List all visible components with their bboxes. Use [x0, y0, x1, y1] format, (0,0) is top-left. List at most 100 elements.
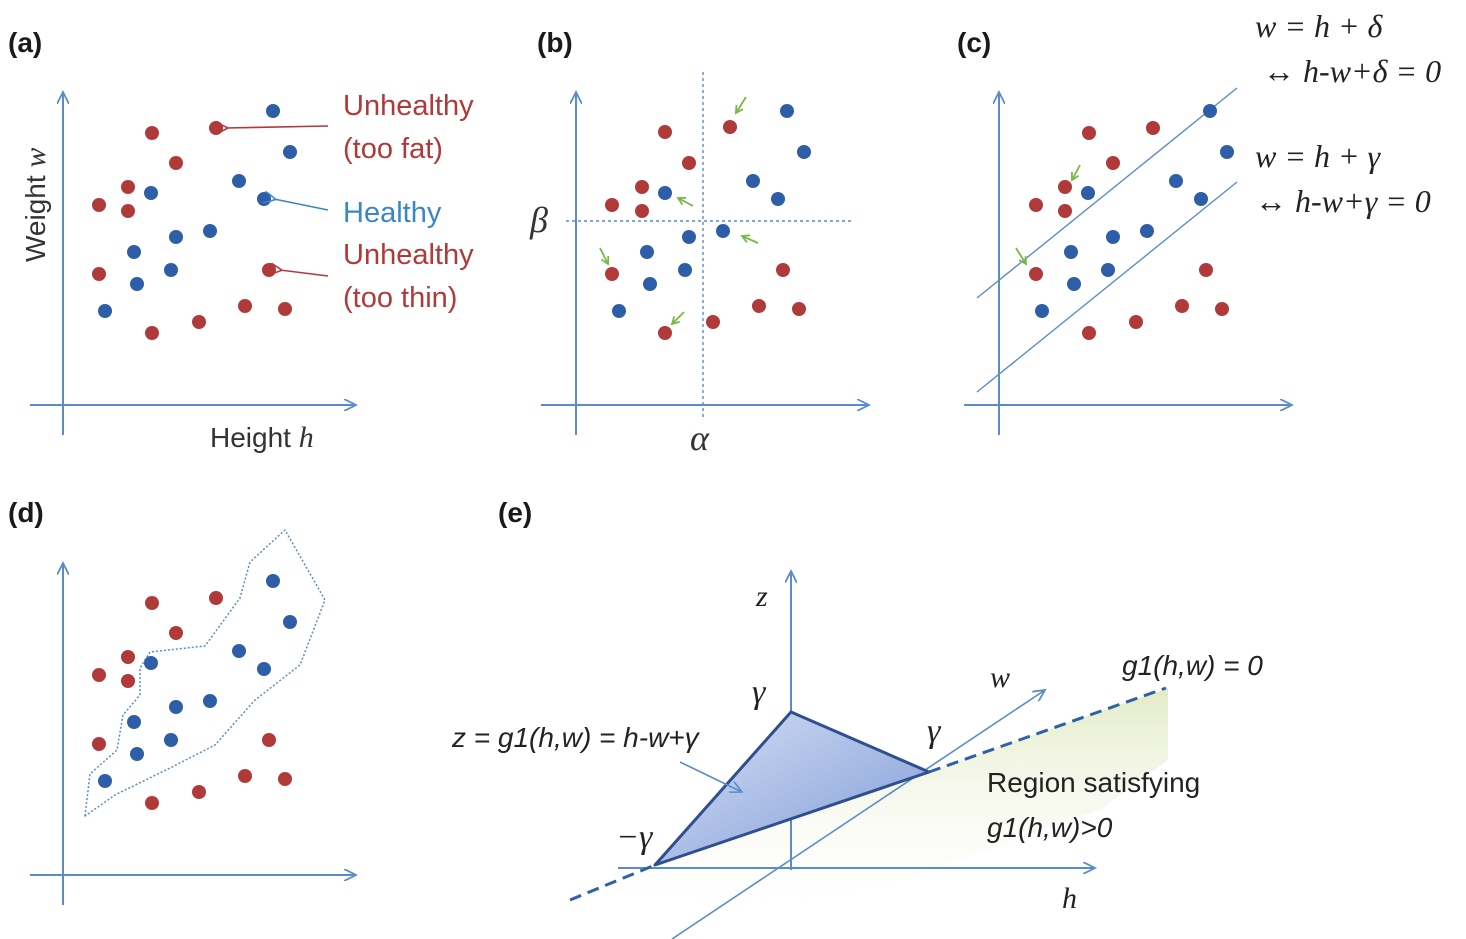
panel-d-point-healthy — [257, 662, 271, 676]
panel-b-point-unhealthy — [658, 326, 672, 340]
panel-e-equation-pointer — [679, 761, 742, 792]
panel-d-point-unhealthy — [92, 737, 106, 751]
panel-c: (c) w = h + δ ↔ h-w+δ = 0 w = h + γ ↔ h-… — [957, 8, 1441, 435]
panel-e-positive-region — [548, 688, 1168, 930]
panel-c-point-unhealthy — [1058, 180, 1072, 194]
panel-c-point-unhealthy — [1215, 302, 1229, 316]
panel-b-point-unhealthy — [706, 315, 720, 329]
panel-d-point-unhealthy — [278, 772, 292, 786]
panel-d: (d) — [8, 497, 356, 905]
panel-d-point-unhealthy — [121, 674, 135, 688]
panel-a-point-unhealthy — [169, 156, 183, 170]
panel-c-point-unhealthy — [1082, 126, 1096, 140]
panel-a-point-unhealthy — [145, 126, 159, 140]
panel-d-point-unhealthy — [192, 785, 206, 799]
annotation-healthy: Healthy — [343, 197, 442, 229]
misclassification-arrow-head — [740, 234, 751, 243]
panel-d-decision-region — [84, 529, 326, 817]
panel-e-equation: z = g1(h,w) = h-w+γ — [451, 722, 701, 753]
panel-c-point-healthy — [1194, 192, 1208, 206]
panel-d-point-unhealthy — [92, 668, 106, 682]
misclassification-arrow — [671, 311, 685, 325]
panel-b-point-healthy — [746, 174, 760, 188]
panel-e-plane — [653, 710, 931, 867]
panel-e-gamma-top: γ — [752, 674, 767, 711]
panel-a-point-healthy — [169, 230, 183, 244]
panel-a-point-unhealthy — [278, 302, 292, 316]
panel-a-point-unhealthy — [262, 263, 276, 277]
panel-c-point-unhealthy — [1199, 263, 1213, 277]
panel-d-point-unhealthy — [169, 626, 183, 640]
panel-d-point-healthy — [283, 615, 297, 629]
misclassification-arrow — [741, 235, 759, 244]
panel-b-point-unhealthy — [605, 267, 619, 281]
panel-b-alpha-label: α — [690, 418, 710, 458]
panel-b-point-healthy — [678, 263, 692, 277]
panel-e-zero-label: g1(h,w) = 0 — [1122, 650, 1263, 681]
panel-b-point-healthy — [643, 277, 657, 291]
panel-e-neg-gamma: −γ — [616, 819, 654, 856]
panel-c-line-gamma — [976, 181, 1238, 393]
panel-b-point-unhealthy — [682, 156, 696, 170]
panel-d-point-healthy — [203, 694, 217, 708]
misclassification-arrow — [1071, 164, 1081, 181]
panel-a-label: (a) — [8, 27, 42, 58]
panel-b-point-healthy — [780, 104, 794, 118]
panel-c-eq-gamma: w = h + γ — [1255, 138, 1382, 174]
panel-a-point-healthy — [266, 104, 280, 118]
panel-c-point-unhealthy — [1058, 204, 1072, 218]
panel-a: (a) Weight w Height h Unhealthy (too fat… — [8, 27, 474, 454]
panel-b-point-healthy — [797, 145, 811, 159]
panel-d-point-healthy — [232, 644, 246, 658]
panel-a-x-label: Height h — [210, 421, 314, 454]
panel-d-point-unhealthy — [238, 769, 252, 783]
panel-a-point-healthy — [164, 263, 178, 277]
panel-c-point-healthy — [1064, 245, 1078, 259]
panel-d-point-unhealthy — [209, 591, 223, 605]
panel-c-label: (c) — [957, 27, 991, 58]
misclassification-arrow-head — [1071, 171, 1080, 182]
panel-d-point-healthy — [130, 747, 144, 761]
panel-b-point-unhealthy — [658, 125, 672, 139]
annotation-too-thin: (too thin) — [343, 282, 457, 314]
panel-a-point-unhealthy — [192, 315, 206, 329]
panel-e-region-condition: g1(h,w)>0 — [987, 812, 1113, 843]
panel-b-point-healthy — [612, 304, 626, 318]
panel-a-point-unhealthy — [209, 121, 223, 135]
panel-a-point-healthy — [98, 304, 112, 318]
panel-d-points — [92, 574, 297, 810]
panel-d-point-healthy — [169, 700, 183, 714]
panel-b-point-unhealthy — [635, 180, 649, 194]
panel-a-point-healthy — [203, 224, 217, 238]
misclassification-arrow-head — [676, 197, 687, 206]
annotation-too-fat: (too fat) — [343, 133, 443, 165]
panel-b-point-unhealthy — [605, 198, 619, 212]
panel-a-point-unhealthy — [92, 267, 106, 281]
arrow-healthy — [274, 199, 329, 211]
panel-b-point-unhealthy — [723, 120, 737, 134]
misclassification-arrow-head — [670, 316, 680, 326]
misclassification-arrow-head — [600, 255, 610, 266]
panel-c-point-unhealthy — [1029, 198, 1043, 212]
panel-e-zero-line-left — [569, 863, 656, 902]
panel-b-point-healthy — [716, 224, 730, 238]
annotation-unhealthy-thin: Unhealthy — [343, 239, 474, 271]
annotation-unhealthy-fat: Unhealthy — [343, 90, 474, 122]
panel-e: (e) z w h γ γ −γ z = g1(h,w) = h-w+γ g1(… — [451, 497, 1263, 939]
misclassification-arrow — [677, 197, 694, 207]
panel-c-point-healthy — [1203, 104, 1217, 118]
panel-d-point-healthy — [164, 733, 178, 747]
panel-d-label: (d) — [8, 497, 44, 528]
misclassification-arrow-head — [735, 104, 744, 115]
panel-a-point-healthy — [232, 174, 246, 188]
panel-a-point-unhealthy — [92, 198, 106, 212]
panel-a-points — [92, 104, 297, 340]
panel-d-point-unhealthy — [262, 733, 276, 747]
panel-b-points — [605, 104, 811, 340]
panel-c-point-healthy — [1169, 174, 1183, 188]
panel-a-point-healthy — [257, 192, 271, 206]
panel-b-point-healthy — [771, 192, 785, 206]
panel-e-w-label: w — [990, 661, 1010, 694]
panel-c-point-unhealthy — [1106, 156, 1120, 170]
panel-c-misclassified-arrows — [1015, 164, 1081, 266]
